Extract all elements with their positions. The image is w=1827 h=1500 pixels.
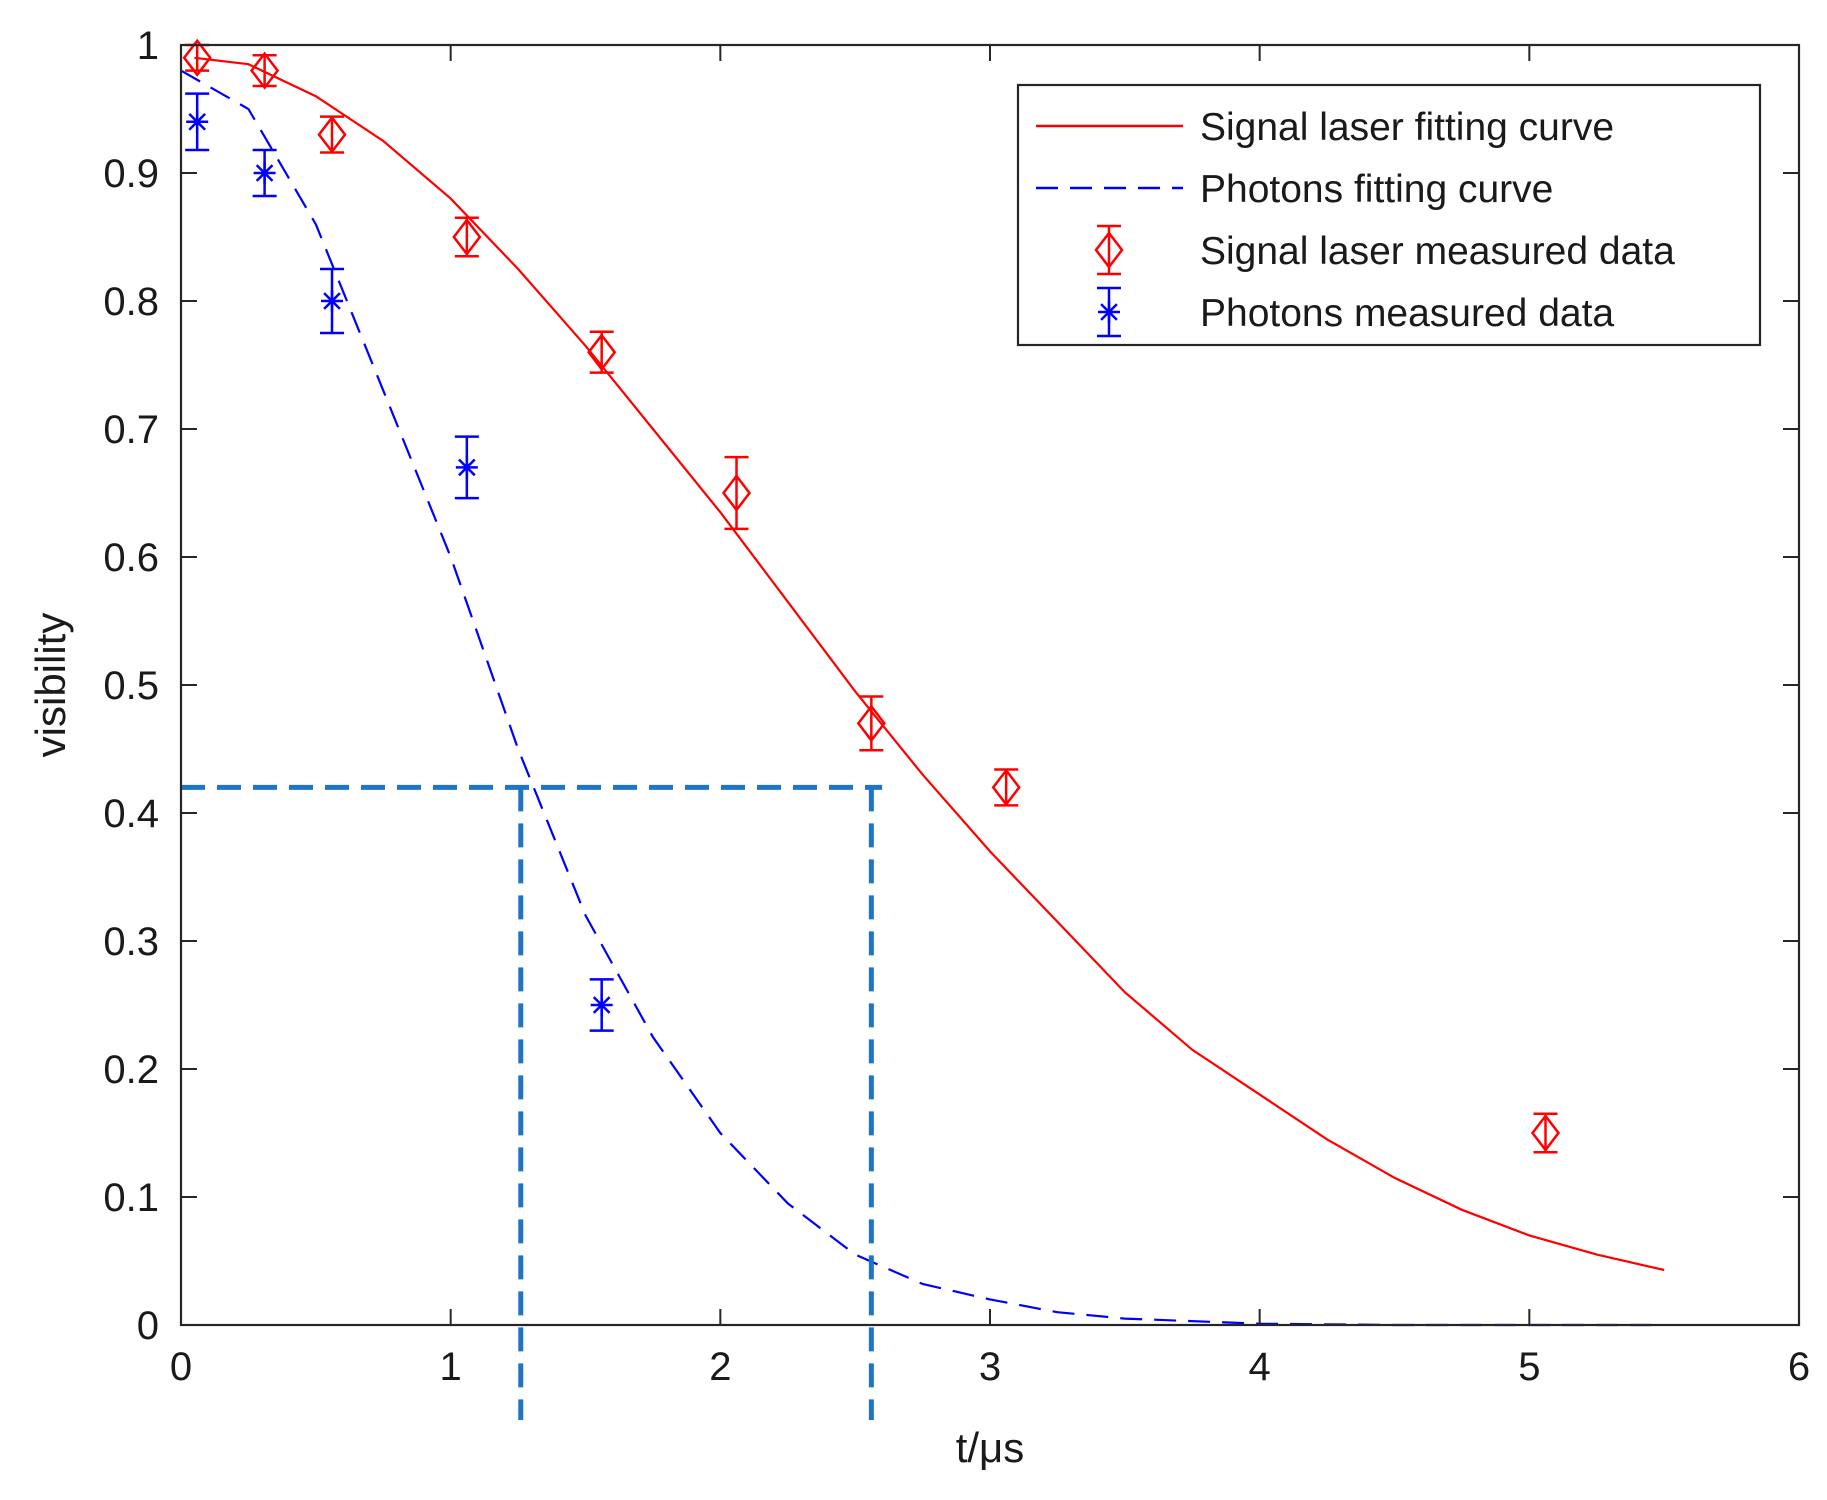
- x-tick-label: 5: [1518, 1345, 1540, 1389]
- y-axis-title: visibility: [27, 613, 74, 758]
- y-tick-label: 0.6: [103, 536, 159, 580]
- asterisk-marker: [455, 456, 478, 479]
- diamond-marker: [856, 704, 886, 743]
- legend-label: Signal laser fitting curve: [1200, 106, 1614, 149]
- legend-box: [1016, 83, 1762, 347]
- y-tick-label: 0.3: [103, 920, 159, 964]
- signal-laser-data-point: [856, 695, 886, 752]
- x-tick-label: 4: [1249, 1345, 1271, 1389]
- y-tick-label: 0.7: [103, 408, 159, 452]
- diamond-marker: [1094, 230, 1124, 270]
- diamond-marker: [1530, 1113, 1561, 1153]
- asterisk-marker: [1098, 301, 1120, 323]
- signal-laser-data-point: [250, 51, 280, 90]
- legend: Signal laser fitting curve Photons fittin…: [1016, 83, 1762, 347]
- signal-laser-data-point: [1530, 1112, 1561, 1154]
- plot-area: [180, 38, 1665, 1420]
- x-tick-label: 3: [979, 1345, 1001, 1389]
- asterisk-marker: [321, 290, 344, 312]
- signal-laser-data-point: [452, 216, 482, 258]
- y-tick-label: 0.4: [103, 792, 159, 836]
- diamond-marker: [587, 333, 617, 372]
- y-tick-label: 0: [137, 1304, 159, 1348]
- legend-entry: Photons measured data: [1097, 286, 1614, 338]
- y-tick-label: 1: [137, 24, 159, 68]
- x-tick-label: 2: [709, 1345, 731, 1389]
- x-tick-label: 6: [1788, 1345, 1810, 1389]
- asterisk-marker: [590, 994, 613, 1016]
- photons-data-point: [320, 267, 345, 335]
- legend-label: Photons fitting curve: [1200, 168, 1553, 211]
- diamond-marker: [721, 473, 752, 513]
- signal-laser-data-point: [317, 115, 347, 154]
- legend-label: Photons measured data: [1200, 292, 1614, 335]
- diamond-marker: [250, 51, 280, 90]
- x-axis-title: t/μs: [956, 1424, 1025, 1471]
- photons-data-point: [252, 148, 277, 198]
- photons-data-point: [454, 435, 479, 500]
- y-tick-label: 0.1: [103, 1176, 159, 1220]
- legend-entry: Signal laser fitting curve: [1036, 106, 1614, 149]
- signal-laser-data-point: [721, 455, 752, 531]
- asterisk-marker: [186, 110, 209, 133]
- legend-entry: Signal laser measured data: [1094, 224, 1675, 276]
- x-tick-label: 1: [440, 1345, 462, 1389]
- signal-laser-data-point: [587, 330, 617, 374]
- y-tick-label: 0.2: [103, 1048, 159, 1092]
- legend-entry: Photons fitting curve: [1036, 168, 1553, 211]
- photons-data-point: [185, 92, 210, 152]
- x-tick-label: 0: [170, 1345, 192, 1389]
- photons-data-point: [589, 978, 614, 1032]
- legend-label: Signal laser measured data: [1200, 230, 1675, 273]
- diamond-marker: [317, 115, 347, 154]
- signal-laser-data-point: [991, 768, 1021, 807]
- signal-laser-fitting-curve: [194, 56, 1665, 1272]
- asterisk-marker: [253, 162, 276, 184]
- y-tick-label: 0.5: [103, 664, 159, 708]
- y-tick-label: 0.8: [103, 280, 159, 324]
- y-tick-label: 0.9: [103, 152, 159, 196]
- diamond-marker: [182, 38, 212, 77]
- diamond-marker: [452, 217, 482, 257]
- axis-ticks: 0 1 2 3 4 5 6 0 0.1 0.2 0.3 0.4 0.5 0.6 0.7 0.8 0.9 1: [103, 24, 1810, 1389]
- diamond-marker: [991, 768, 1021, 807]
